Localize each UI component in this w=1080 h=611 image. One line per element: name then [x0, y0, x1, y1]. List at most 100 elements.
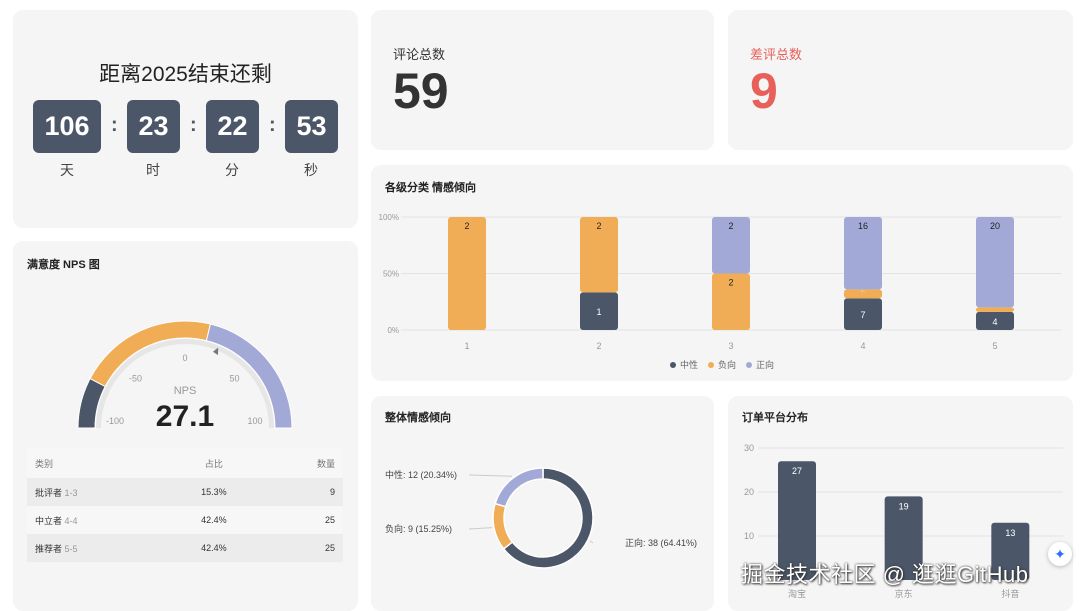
total-comments-value: 59: [393, 63, 449, 119]
y-tick-label: 20: [744, 487, 754, 497]
gauge-segment: [205, 323, 293, 429]
platform-card: 订单平台分布 10 20 30 27 淘宝 19 京东 13 抖音: [728, 396, 1073, 611]
overall-sentiment-title: 整体情感倾向: [385, 412, 451, 424]
slice-label: 负向: 9 (15.25%): [385, 523, 452, 534]
col-header: 类别: [27, 448, 165, 478]
bar: [884, 496, 923, 580]
y-tick-label: 0%: [387, 326, 399, 335]
bar-segment: [844, 298, 882, 330]
total-comments-card: 评论总数 59: [371, 10, 714, 150]
pct-cell: 42.4%: [164, 534, 263, 562]
data-label: 7: [860, 310, 865, 320]
nps-title: 满意度 NPS 图: [27, 259, 100, 271]
x-tick-label: 抖音: [1001, 588, 1019, 599]
sparkle-icon[interactable]: ✦: [1048, 542, 1072, 566]
x-tick-label: 1: [464, 341, 469, 351]
legend-marker: [670, 362, 676, 368]
bad-reviews-value: 9: [750, 63, 778, 119]
y-tick-label: 100%: [379, 213, 399, 222]
col-header: 占比: [164, 448, 263, 478]
x-tick-label: 2: [596, 341, 601, 351]
category-range: 5-5: [64, 543, 78, 554]
y-tick-label: 50%: [383, 270, 399, 279]
data-label: 2: [596, 221, 601, 231]
nps-table: 类别 占比 数量 批评者 1-3 15.3% 9 中立者 4-4 42.4% 25 推荐者 …: [27, 448, 343, 562]
bar-segment: [976, 217, 1014, 308]
pct-cell: 42.4%: [164, 506, 263, 534]
table-row: 推荐者 5-5 42.4% 25: [27, 534, 343, 562]
data-label: 16: [858, 221, 868, 231]
watermark: 掘金技术社区 @ 逛逛GitHub: [741, 562, 1029, 587]
category-name: 中立者: [35, 515, 63, 526]
leader-line: [468, 527, 492, 530]
separator: :: [111, 114, 118, 136]
category-name: 推荐者: [35, 543, 63, 554]
donut-slice: [492, 502, 514, 550]
platform-title: 订单平台分布: [742, 412, 808, 424]
data-label: 27: [792, 466, 802, 476]
bad-reviews-label: 差评总数: [750, 47, 803, 62]
nps-card: 满意度 NPS 图 -100 -50 0 50 100 NPS 27.1 类别 占比 数量 批评…: [13, 241, 358, 611]
data-label: 2: [728, 221, 733, 231]
data-label: 1: [596, 307, 601, 317]
x-tick-label: 淘宝: [788, 588, 806, 599]
leader-line: [589, 540, 594, 544]
countdown-title: 距离2025结束还剩: [99, 63, 272, 86]
count-cell: 25: [262, 506, 343, 534]
unit-days: 天: [60, 162, 74, 178]
x-tick-label: 5: [992, 341, 997, 351]
data-label: 4: [992, 317, 997, 327]
seconds-box: 53: [285, 100, 338, 153]
gauge-tick-label: -50: [129, 374, 142, 384]
slice-label: 中性: 12 (20.34%): [385, 469, 457, 480]
bad-reviews-card: 差评总数 9: [728, 10, 1073, 150]
separator: :: [269, 114, 276, 136]
gauge-tick-label: 0: [182, 353, 187, 363]
x-tick-label: 3: [728, 341, 733, 351]
category-sentiment-title: 各级分类 情感倾向: [385, 182, 477, 194]
nps-gauge: -100 -50 0 50 100 NPS 27.1: [77, 320, 293, 433]
donut-slice: [494, 467, 544, 508]
bar-segment: [844, 289, 882, 299]
y-tick-label: 10: [744, 531, 754, 541]
countdown-card: 距离2025结束还剩 106 : 23 : 22 : 53 天 时 分 秒: [13, 10, 358, 228]
unit-minutes: 分: [225, 162, 239, 178]
gauge-tick-label: 100: [247, 416, 262, 426]
bar-segment: [580, 217, 618, 293]
bar-segment: [976, 307, 1014, 312]
overall-sentiment-donut: 正向: 38 (64.41%) 负向: 9 (15.25%) 中性: 12 (20.…: [385, 467, 697, 569]
legend-marker: [708, 362, 714, 368]
overall-sentiment-card: 整体情感倾向 正向: 38 (64.41%) 负向: 9 (15.25%) 中性: …: [371, 396, 714, 611]
col-header: 数量: [262, 448, 343, 478]
count-cell: 9: [262, 478, 343, 506]
gauge-segment: [89, 320, 212, 388]
data-label: 2: [464, 221, 469, 231]
pct-cell: 15.3%: [164, 478, 263, 506]
bar: [778, 461, 816, 580]
category-name: 批评者: [35, 487, 63, 498]
bar-segment: [712, 217, 750, 274]
data-label: 19: [899, 501, 909, 511]
days-box: 106: [33, 100, 101, 153]
x-tick-label: 京东: [895, 588, 913, 599]
platform-bar-chart: 10 20 30 27 淘宝 19 京东 13 抖音: [744, 443, 1063, 599]
leader-line: [468, 474, 513, 477]
nps-label: NPS: [174, 385, 197, 397]
data-label: 13: [1005, 528, 1015, 538]
unit-hours: 时: [146, 162, 160, 178]
total-comments-label: 评论总数: [393, 47, 446, 62]
gauge-tick-label: -100: [106, 416, 124, 426]
category-sentiment-chart: 0%50%100%211222237216441205中性负向正向: [379, 213, 1061, 370]
legend-label: 中性: [680, 359, 698, 370]
nps-value: 27.1: [156, 400, 214, 433]
slice-label: 正向: 38 (64.41%): [625, 537, 697, 548]
hours-box: 23: [127, 100, 180, 153]
count-cell: 25: [262, 534, 343, 562]
gauge-pointer-icon: [212, 347, 219, 356]
category-range: 4-4: [64, 515, 78, 526]
unit-seconds: 秒: [304, 162, 318, 178]
legend-marker: [746, 362, 752, 368]
category-range: 1-3: [64, 487, 78, 498]
minutes-box: 22: [206, 100, 259, 153]
category-sentiment-card: 各级分类 情感倾向 0%50%100%211222237216441205中性负…: [371, 165, 1073, 381]
